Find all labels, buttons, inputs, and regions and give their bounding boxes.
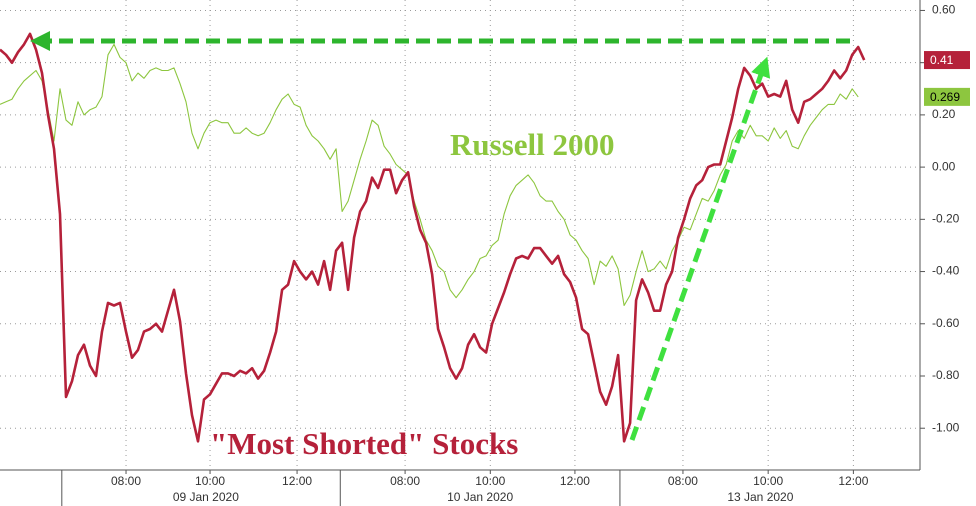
x-tick-label: 12:00 (838, 474, 868, 488)
date-label: 10 Jan 2020 (447, 490, 513, 504)
x-tick-label: 12:00 (560, 474, 590, 488)
y-tick-label: -0.60 (932, 316, 960, 330)
y-tick-label: 0.00 (932, 159, 956, 173)
x-tick-label: 10:00 (475, 474, 505, 488)
y-tick-label: 0.20 (932, 107, 956, 121)
last-value-tag (924, 87, 970, 106)
y-tick-label: -0.40 (932, 264, 960, 278)
x-tick-label: 12:00 (282, 474, 312, 488)
last-value-tag (924, 51, 970, 70)
lines (0, 32, 866, 443)
series-line (0, 43, 859, 307)
y-tick-label: -0.80 (932, 368, 960, 382)
y-tick-label: -0.20 (932, 212, 960, 226)
annotation: Russell 2000 (450, 127, 615, 162)
x-tick-label: 08:00 (668, 474, 698, 488)
last-value-label: 0.269 (930, 90, 960, 104)
y-tick-label: 0.60 (932, 3, 956, 17)
arrow-diagonal (629, 56, 771, 441)
x-tick-label: 10:00 (753, 474, 783, 488)
date-label: 13 Jan 2020 (727, 490, 793, 504)
annotation: "Most Shorted" Stocks (210, 426, 518, 461)
date-label: 09 Jan 2020 (173, 490, 239, 504)
series-line (0, 32, 866, 443)
y-tick-label: -1.00 (932, 420, 960, 434)
x-tick-label: 08:00 (111, 474, 141, 488)
grid (0, 0, 920, 470)
x-tick-label: 10:00 (195, 474, 225, 488)
last-value-label: 0.41 (930, 53, 954, 67)
x-tick-label: 08:00 (390, 474, 420, 488)
